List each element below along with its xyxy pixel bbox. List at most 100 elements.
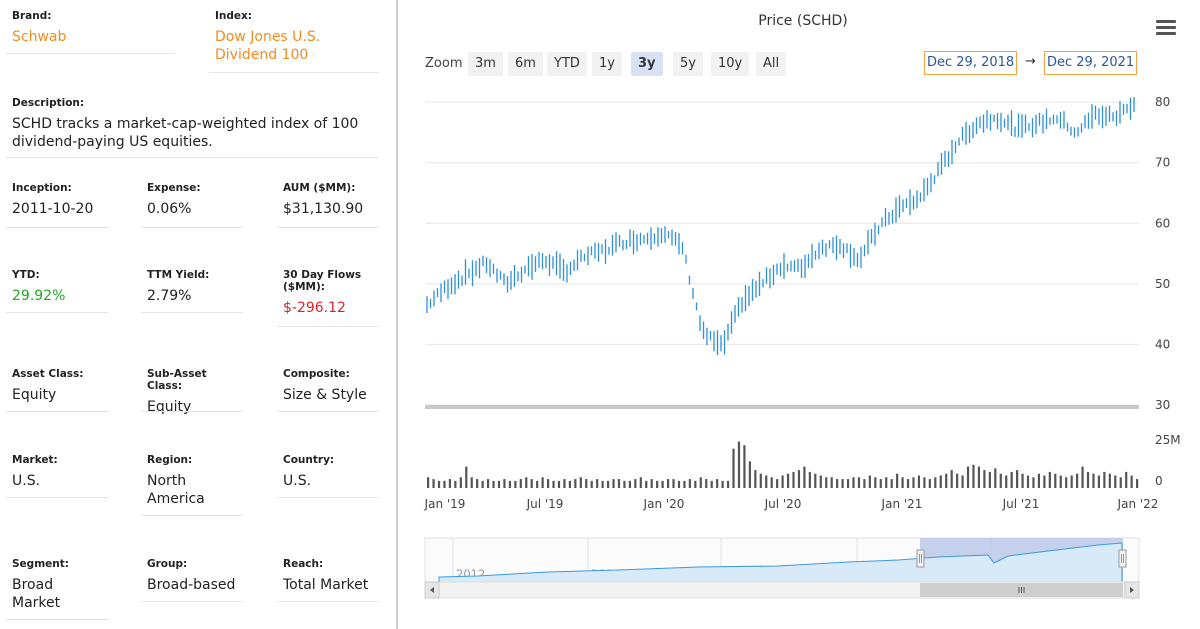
price-chart-panel: Price (SCHD) Zoom 3m 6m YTD 1y 3y 5y 10y… [398,0,1200,629]
description-field: Description: SCHD tracks a market-cap-we… [6,97,378,158]
volume-bar [792,471,795,488]
brand-value[interactable]: Schwab [12,29,67,45]
navigator-scrollbar[interactable] [424,581,1140,599]
volume-bar [710,480,713,488]
x-tick-label: Jul '20 [764,497,802,511]
volume-bar [612,479,615,488]
volume-bar [1114,475,1117,488]
volume-bar [1054,473,1057,488]
aum-field: AUM ($MM): $31,130.90 [277,182,379,228]
panel-separator [425,405,1139,409]
description-line1: SCHD tracks a market-cap-weighted index … [12,116,359,132]
zoom-button-3m[interactable]: 3m [468,52,503,76]
volume-bar [1081,466,1084,488]
volume-bar [781,475,784,488]
x-tick-label: Jul '21 [1002,497,1040,511]
navigator-right-handle[interactable] [1118,549,1127,568]
volume-bar [530,479,533,488]
price-tick-label: 50 [1155,277,1170,291]
volume-bar [574,479,577,488]
navigator-left-handle[interactable] [916,549,925,568]
zoom-button-3y[interactable]: 3y [631,52,663,76]
segment-value-line2: Market [12,595,61,611]
volume-bar [465,466,468,488]
zoom-button-ytd[interactable]: YTD [547,52,587,76]
index-value-line1[interactable]: Dow Jones U.S. [215,29,321,45]
from-date-input[interactable]: Dec 29, 2018 [924,51,1018,75]
divider [277,497,379,498]
volume-bar [694,480,697,488]
fund-details-panel: Brand: Schwab Index: Dow Jones U.S. Divi… [0,0,396,629]
zoom-button-5y[interactable]: 5y [673,52,703,76]
country-label: Country: [283,454,335,466]
reach-value: Total Market [283,577,369,593]
volume-bar [454,480,457,488]
divider [141,515,243,516]
panel-divider [396,0,398,629]
volume-bar [432,479,435,488]
volume-bar [492,480,495,488]
x-tick-label: Jan '21 [881,497,923,511]
volume-bar [443,480,446,488]
volume-bar [666,479,670,488]
volume-bar [699,477,702,488]
volume-bar [470,477,473,488]
volume-bar [814,473,817,488]
volume-bar [765,475,768,488]
composite-value: Size & Style [283,387,367,403]
volume-bar [917,475,921,488]
price-chart: 80 70 60 50 40 30 25M 0 Jan '19 Jul '19 Jan '20 Ju… [424,95,1181,599]
volume-bar [721,480,724,488]
volume-bar [546,479,550,488]
flows-label-line2: ($MM): [283,281,325,293]
ttm-yield-value: 2.79% [147,288,192,304]
country-value: U.S. [283,473,312,489]
volume-bar [950,470,953,488]
market-label: Market: [12,454,58,466]
volume-bar [568,480,571,488]
volume-bar [776,479,779,488]
ytd-value: 29.92% [12,288,66,304]
zoom-button-6m[interactable]: 6m [508,52,543,76]
composite-field: Composite: Size & Style [277,368,379,412]
volume-bar [634,479,637,488]
volume-bar [541,477,544,488]
volume-bar [579,477,582,488]
group-label: Group: [147,558,188,570]
volume-bar [912,477,915,488]
sub-asset-class-value: Equity [147,399,192,415]
chart-title: Price (SCHD) [758,13,848,29]
segment-value-line1: Broad [12,577,54,593]
price-series [426,96,1135,356]
volume-bar [977,466,981,488]
volume-bar [836,479,839,488]
navigator[interactable]: 20122014201620182020 [424,537,1140,583]
volume-bar [1065,477,1068,488]
volume-bar [606,480,610,488]
index-value-line2[interactable]: Dividend 100 [215,47,309,63]
volume-bar [934,477,937,488]
volume-bar [1016,470,1019,488]
volume-bar [557,480,561,488]
to-date-input[interactable]: Dec 29, 2021 [1044,51,1138,75]
zoom-button-all[interactable]: All [756,52,787,76]
x-tick-label: Jul '19 [526,497,564,511]
volume-bar [972,464,975,488]
inception-field: Inception: 2011-10-20 [6,182,108,228]
volume-bar [748,461,751,488]
zoom-button-1y[interactable]: 1y [592,52,622,76]
region-field: Region: North America [141,454,243,516]
volume-bar [923,477,926,488]
volume-bar [879,479,882,488]
chevron-right-icon [1130,587,1134,593]
hamburger-menu-icon[interactable] [1156,20,1176,36]
description-label: Description: [12,97,85,109]
volume-bar [732,448,735,488]
volume-bar [874,477,877,488]
volume-bar [1005,475,1008,488]
volume-bar [596,479,599,488]
reach-field: Reach: Total Market [277,558,379,602]
gridlines [425,101,1139,406]
zoom-button-10y[interactable]: 10y [711,52,750,76]
volume-bar [841,479,844,488]
